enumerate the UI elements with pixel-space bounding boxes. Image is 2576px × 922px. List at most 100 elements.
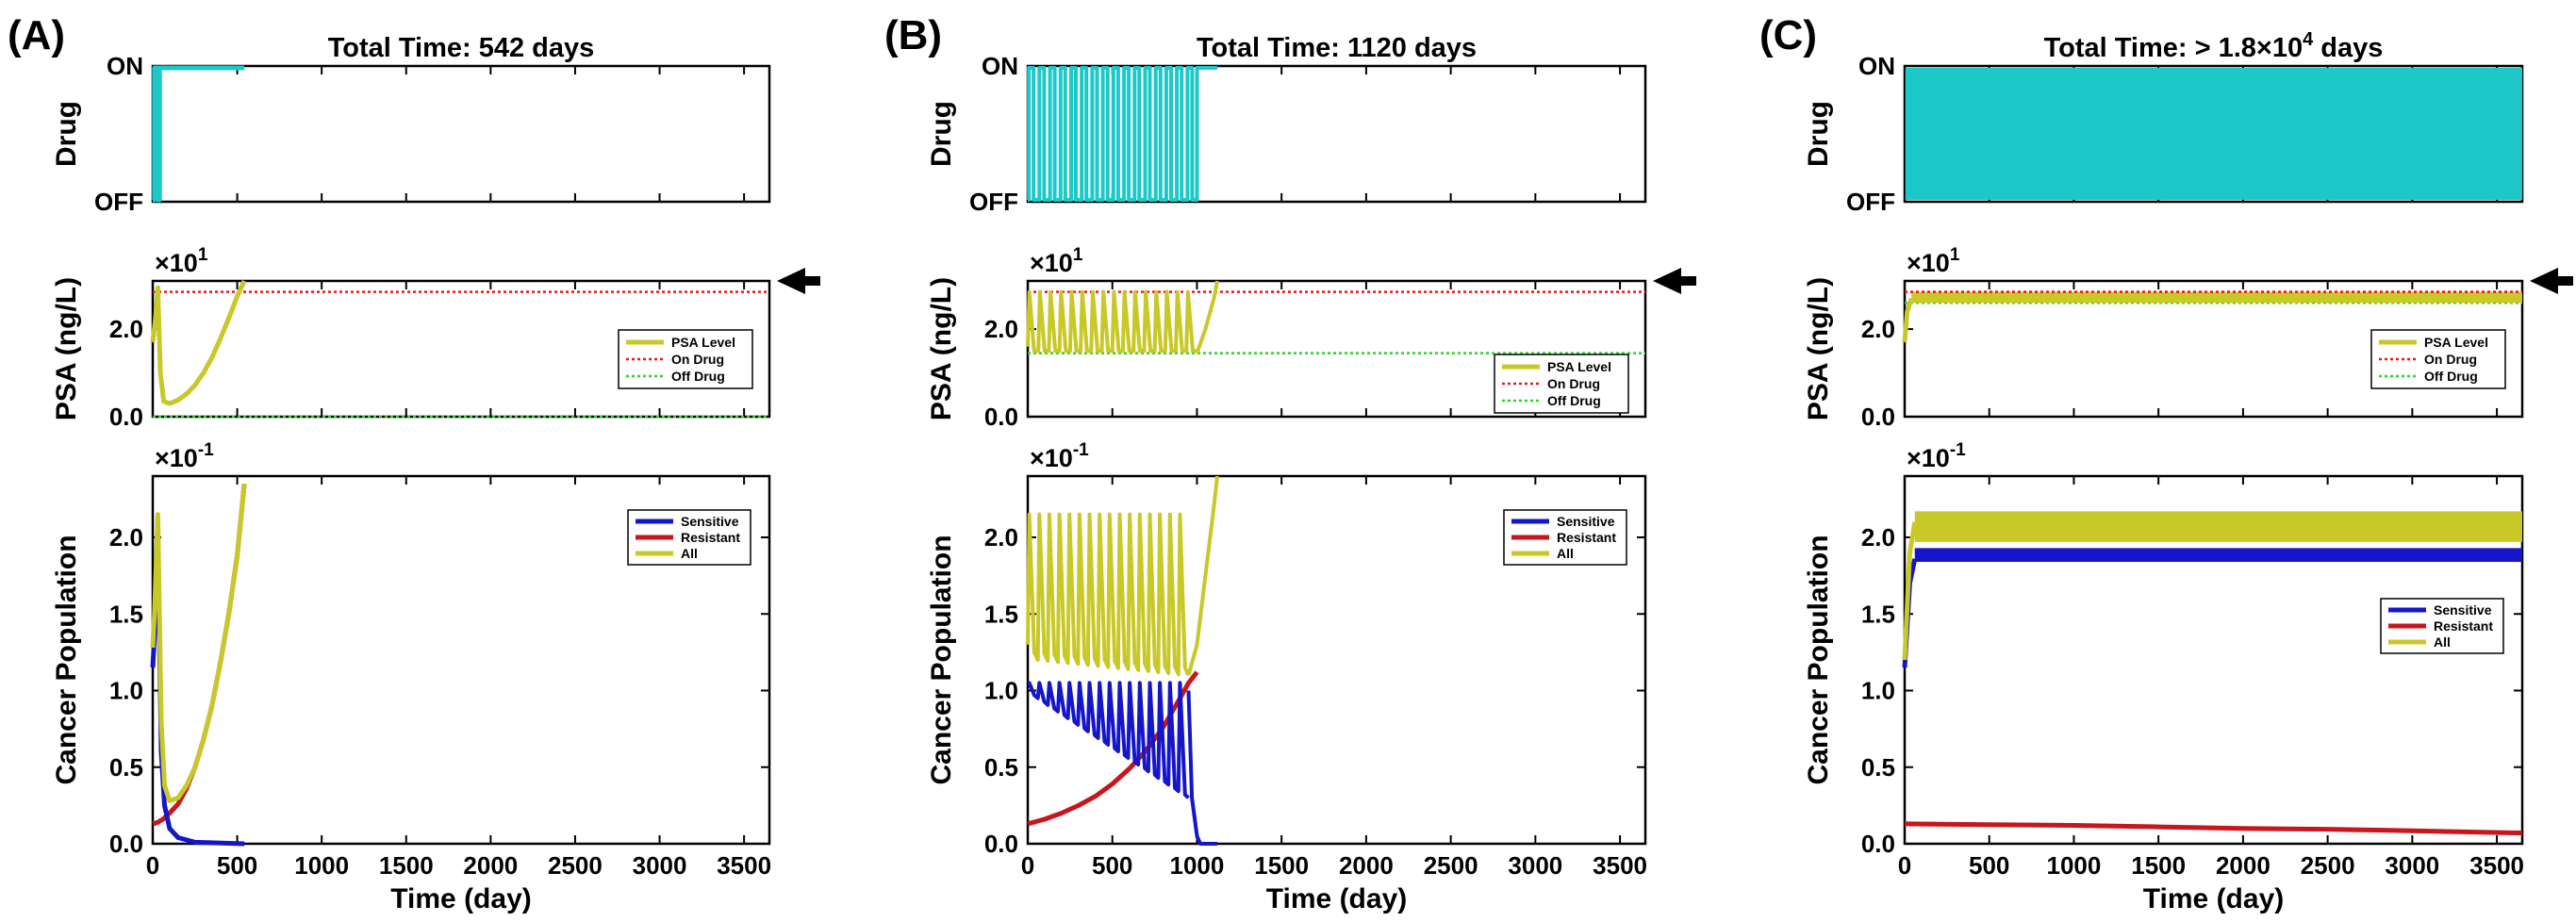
resistant-line xyxy=(152,483,247,827)
psa-y-tick-label: 0.0 xyxy=(1861,403,1895,431)
psa-y-tick-label: 2.0 xyxy=(109,315,143,343)
x-tick-label: 3500 xyxy=(2469,851,2524,880)
x-tick-label: 2500 xyxy=(1424,851,1478,880)
psa-level-line xyxy=(1902,297,1914,343)
panel-0: (A) Total Time: 542 days ON OFF Drug 0.0 2.0 ×1… xyxy=(8,12,820,914)
x-tick-label: 0 xyxy=(1898,851,1911,880)
resistant-line xyxy=(1904,821,2523,836)
psa-exponent: ×101 xyxy=(1030,245,1083,277)
panel-2: (C) Total Time: > 1.8×104 days ON OFF Drug 0.… xyxy=(1759,12,2573,914)
x-tick-label: 2000 xyxy=(463,851,518,880)
population-legend-label: Sensitive xyxy=(681,514,739,529)
population-legend-label: All xyxy=(681,546,698,561)
chart-title: Total Time: 542 days xyxy=(328,33,595,63)
psa-y-tick-label: 0.0 xyxy=(109,403,143,431)
drug-line xyxy=(152,65,245,203)
exp-power: 1 xyxy=(1950,245,1960,265)
threshold-arrow-shaft xyxy=(803,276,820,286)
x-tick-label: 1000 xyxy=(1170,851,1225,880)
chart-title: Total Time: > 1.8×104 days xyxy=(2044,29,2384,63)
x-tick-label: 500 xyxy=(1969,851,2009,880)
drug-on-label: ON xyxy=(107,52,143,80)
x-tick-label: 3000 xyxy=(1508,851,1562,880)
population-y-tick-label: 1.5 xyxy=(984,600,1018,628)
x-tick-label: 2000 xyxy=(1339,851,1394,880)
exp-power: -1 xyxy=(198,440,214,460)
all-line-end xyxy=(1186,475,1219,676)
drug-line xyxy=(1027,66,1217,202)
x-tick-label: 3500 xyxy=(1593,851,1647,880)
psa-legend-label: Off Drug xyxy=(2424,369,2478,384)
panel-label: (B) xyxy=(884,12,942,58)
population-y-tick-label: 2.0 xyxy=(109,523,143,552)
population-y-tick-label: 1.5 xyxy=(1861,600,1895,628)
x-tick-label: 1500 xyxy=(1254,851,1309,880)
population-legend-label: Sensitive xyxy=(2434,602,2492,617)
all-band xyxy=(1914,511,2522,542)
threshold-arrow-shaft xyxy=(2556,276,2573,286)
population-exponent: ×10-1 xyxy=(155,440,214,472)
exp-base: ×10 xyxy=(155,249,198,277)
population-axes xyxy=(1026,474,1647,846)
psa-level-rise xyxy=(1195,280,1219,354)
drug-ylabel: Drug xyxy=(1803,101,1834,167)
psa-y-tick-label: 2.0 xyxy=(984,315,1018,343)
exp-power: -1 xyxy=(1073,440,1089,460)
population-ylabel: Cancer Population xyxy=(51,535,82,784)
x-tick-label: 1000 xyxy=(294,851,349,880)
population-y-tick-label: 1.0 xyxy=(984,677,1018,705)
psa-axes xyxy=(1903,279,2524,419)
drug-fill xyxy=(1907,68,2522,200)
psa-exponent: ×101 xyxy=(1907,245,1960,277)
sensitive-line-end xyxy=(1186,690,1217,846)
psa-legend-label: On Drug xyxy=(1547,376,1600,391)
drug-on-label: ON xyxy=(1858,52,1895,80)
population-ylabel: Cancer Population xyxy=(1803,535,1834,784)
drug-off-label: OFF xyxy=(94,188,143,216)
exp-base: ×10 xyxy=(1030,444,1073,472)
population-y-tick-label: 0.5 xyxy=(1861,753,1895,782)
threshold-arrow-head xyxy=(1653,268,1681,294)
x-tick-label: 1500 xyxy=(379,851,434,880)
exp-base: ×10 xyxy=(155,444,198,472)
drug-off-label: OFF xyxy=(1846,188,1895,216)
psa-level-line xyxy=(150,279,247,406)
exp-power: 1 xyxy=(198,245,208,265)
all-line xyxy=(150,483,247,803)
psa-level-band xyxy=(1911,291,2522,304)
population-legend-label: Resistant xyxy=(681,530,740,545)
x-tick-label: 3000 xyxy=(633,851,687,880)
title-prefix: Total Time: > 1.8×10 xyxy=(2044,33,2304,63)
sensitive-band xyxy=(1914,548,2522,562)
population-y-tick-label: 0.0 xyxy=(984,830,1018,858)
population-y-tick-label: 1.0 xyxy=(109,677,143,705)
x-tick-label: 2500 xyxy=(2301,851,2355,880)
threshold-arrow-shaft xyxy=(1679,276,1696,286)
psa-legend-label: On Drug xyxy=(2424,352,2477,367)
exp-power: -1 xyxy=(1950,440,1966,460)
psa-legend-label: PSA Level xyxy=(2424,335,2488,350)
psa-y-tick-label: 2.0 xyxy=(1861,315,1895,343)
psa-legend-box xyxy=(2370,329,2506,389)
sensitive-line xyxy=(1027,681,1190,799)
title-exponent: 4 xyxy=(2303,29,2314,50)
psa-legend-label: Off Drug xyxy=(1547,393,1601,408)
chart-title: Total Time: 1120 days xyxy=(1197,33,1477,63)
drug-off-label: OFF xyxy=(969,188,1018,216)
population-legend-label: All xyxy=(1557,546,1574,561)
population-exponent: ×10-1 xyxy=(1907,440,1966,472)
drug-on-label: ON xyxy=(982,52,1018,80)
drug-axes xyxy=(1026,64,1647,204)
x-tick-label: 0 xyxy=(1021,851,1034,880)
population-y-tick-label: 0.0 xyxy=(1861,830,1895,858)
population-y-tick-label: 2.0 xyxy=(1861,523,1895,552)
psa-exponent: ×101 xyxy=(155,245,208,277)
population-y-tick-label: 0.0 xyxy=(109,830,143,858)
x-tick-label: 2000 xyxy=(2216,851,2271,880)
population-y-tick-label: 1.0 xyxy=(1861,677,1895,705)
x-axis-label: Time (day) xyxy=(2143,883,2285,914)
title-suffix: days xyxy=(2313,33,2383,63)
